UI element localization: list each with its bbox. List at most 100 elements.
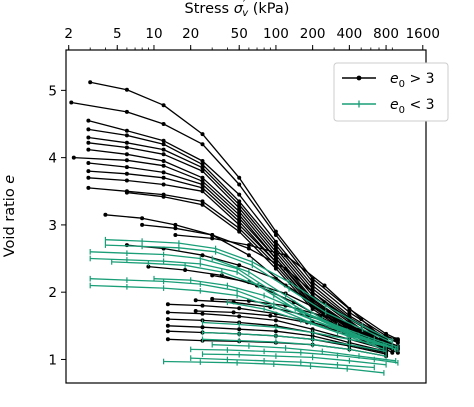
x-tick-label-7: 400 bbox=[336, 26, 362, 42]
data-point-11-3 bbox=[200, 199, 205, 204]
data-point-26-1 bbox=[231, 310, 236, 315]
data-point-8-1 bbox=[124, 165, 129, 170]
data-point-0-2 bbox=[161, 103, 166, 108]
data-point-2-9 bbox=[395, 340, 400, 345]
data-point-2-1 bbox=[124, 128, 129, 133]
x-axis-label-text: Stress bbox=[185, 1, 234, 17]
x-tick-label-2: 10 bbox=[145, 26, 162, 42]
data-point-19-2 bbox=[237, 306, 242, 311]
data-point-6-4 bbox=[237, 209, 242, 214]
data-point-20-3 bbox=[273, 318, 278, 323]
data-point-11-4 bbox=[237, 226, 242, 231]
x-tick-label-9: 1600 bbox=[406, 26, 440, 42]
series-line-36 bbox=[211, 257, 396, 351]
data-point-16-3 bbox=[237, 263, 242, 268]
data-point-0-1 bbox=[124, 87, 129, 92]
data-point-1-1 bbox=[124, 109, 129, 114]
x-axis-ticks: 2 5 10 20 50 100 200 400 800 1600 bbox=[64, 26, 440, 50]
data-point-10-1 bbox=[124, 178, 129, 183]
data-point-0-4 bbox=[237, 175, 242, 180]
data-point-3-5 bbox=[273, 243, 278, 248]
series-line-39 bbox=[202, 338, 387, 357]
x-tick-label-5: 100 bbox=[263, 26, 289, 42]
data-point-15-3 bbox=[283, 253, 288, 258]
series-35 bbox=[153, 275, 399, 351]
data-point-16-2 bbox=[200, 253, 205, 258]
data-point-14-1 bbox=[173, 226, 178, 231]
data-point-3-2 bbox=[161, 142, 166, 147]
series-line-35 bbox=[153, 278, 399, 348]
data-point-18-0 bbox=[210, 273, 215, 278]
series-line-38 bbox=[202, 331, 387, 353]
data-point-27-3 bbox=[320, 313, 325, 318]
data-point-17-1 bbox=[183, 268, 188, 272]
data-point-14-0 bbox=[140, 222, 145, 227]
data-point-14-3 bbox=[246, 246, 251, 251]
data-point-1-6 bbox=[310, 280, 315, 285]
data-point-5-2 bbox=[161, 152, 166, 157]
series-38 bbox=[201, 329, 387, 355]
data-point-1-4 bbox=[237, 182, 242, 187]
data-point-7-3 bbox=[200, 179, 205, 184]
data-point-19-1 bbox=[200, 303, 205, 308]
data-point-12-2 bbox=[200, 202, 205, 207]
data-point-2-3 bbox=[200, 159, 205, 163]
series-41 bbox=[201, 351, 387, 368]
series-layer bbox=[69, 80, 400, 376]
data-point-22-1 bbox=[200, 325, 205, 330]
data-point-12-0 bbox=[124, 190, 129, 195]
y-tick-label-2: 3 bbox=[48, 218, 57, 234]
data-point-15-1 bbox=[210, 236, 215, 241]
data-point-0-0 bbox=[88, 80, 93, 85]
series-44 bbox=[190, 355, 375, 371]
data-point-10-0 bbox=[86, 175, 91, 180]
data-point-2-0 bbox=[86, 118, 91, 123]
data-point-1-5 bbox=[273, 233, 278, 237]
data-point-10-3 bbox=[200, 189, 205, 194]
data-point-6-3 bbox=[200, 175, 205, 180]
x-tick-label-1: 5 bbox=[113, 26, 122, 42]
y-axis-label-symbol: e bbox=[2, 175, 18, 184]
data-point-13-1 bbox=[140, 216, 145, 221]
data-point-5-4 bbox=[237, 206, 242, 211]
plot-frame bbox=[65, 49, 427, 384]
x-tick-label-4: 50 bbox=[231, 26, 248, 42]
series-39 bbox=[201, 336, 387, 359]
data-point-13-2 bbox=[173, 222, 178, 227]
series-line-40 bbox=[190, 348, 398, 364]
data-point-26-0 bbox=[193, 309, 198, 313]
data-point-1-3 bbox=[200, 142, 205, 147]
data-point-8-3 bbox=[200, 182, 205, 187]
data-point-1-0 bbox=[69, 100, 74, 105]
legend-label-0: e0 > 3 bbox=[390, 71, 435, 90]
legend-sub-1: 0 bbox=[399, 105, 405, 116]
series-line-0 bbox=[90, 81, 399, 340]
legend-entry-1: e0 < 3 bbox=[342, 97, 435, 116]
data-point-9-0 bbox=[86, 169, 91, 174]
data-point-7-0 bbox=[71, 155, 76, 160]
data-point-24-0 bbox=[165, 337, 170, 342]
data-point-4-0 bbox=[86, 135, 91, 140]
data-point-20-2 bbox=[237, 314, 242, 319]
data-point-5-3 bbox=[200, 169, 205, 174]
x-tick-label-0: 2 bbox=[64, 26, 73, 42]
data-point-3-3 bbox=[200, 162, 205, 167]
data-point-3-0 bbox=[86, 127, 91, 132]
data-point-15-0 bbox=[173, 233, 178, 237]
legend-marker-0 bbox=[356, 75, 362, 81]
data-point-10-4 bbox=[237, 222, 242, 227]
data-point-22-4 bbox=[310, 333, 315, 338]
data-point-1-2 bbox=[161, 122, 166, 126]
data-point-4-1 bbox=[124, 140, 129, 145]
data-point-7-2 bbox=[161, 163, 166, 168]
x-axis-label-subscript: v bbox=[242, 8, 249, 19]
y-tick-label-1: 2 bbox=[48, 285, 57, 301]
x-axis-label-prime: ′ bbox=[243, 0, 246, 10]
data-point-5-1 bbox=[124, 145, 129, 150]
data-point-15-5 bbox=[359, 317, 364, 322]
data-point-2-5 bbox=[273, 239, 278, 244]
data-point-3-6 bbox=[310, 286, 315, 291]
data-point-6-0 bbox=[86, 147, 91, 152]
data-point-3-1 bbox=[124, 133, 129, 138]
series-line-14 bbox=[142, 224, 393, 350]
